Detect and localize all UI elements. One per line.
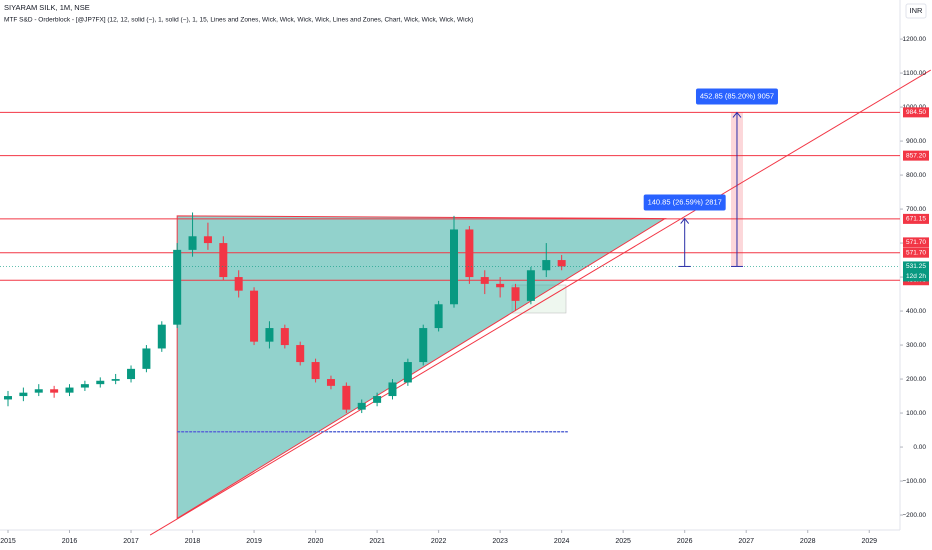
candle-body: [34, 389, 43, 393]
y-tick-label: 1100.00: [903, 70, 926, 77]
candle-body: [511, 287, 520, 301]
measure-arrowhead: [680, 217, 690, 224]
x-tick-label: 2016: [62, 538, 78, 545]
y-tick-label: 900.00: [906, 138, 926, 145]
candle-body: [542, 260, 551, 271]
x-tick-label: 2022: [431, 538, 447, 545]
candle-body: [203, 236, 212, 244]
x-tick-label: 2018: [185, 538, 201, 545]
candle-body: [311, 362, 320, 380]
trendline: [149, 69, 932, 536]
x-tick-label: 2023: [492, 538, 508, 545]
y-tick-label: 200.00: [906, 376, 926, 383]
candle-body: [496, 283, 505, 288]
level-label: 857.20: [906, 152, 926, 159]
y-tick-label: 0.00: [913, 444, 926, 451]
x-tick-label: 2025: [615, 538, 631, 545]
x-tick-label: 2026: [677, 538, 693, 545]
candle-body: [127, 368, 136, 380]
candle-body: [19, 392, 28, 397]
y-tick-label: 1200.00: [903, 36, 927, 43]
candle-body: [434, 304, 443, 329]
x-tick-label: 2019: [246, 538, 262, 545]
candle-body: [388, 382, 397, 397]
y-tick-label: 400.00: [906, 308, 926, 315]
level-label: 984.50: [906, 109, 926, 116]
x-tick-label: 2017: [123, 538, 139, 545]
level-label-box: [903, 237, 929, 248]
measure-arrowhead: [732, 111, 742, 118]
candle-body: [403, 362, 412, 383]
y-tick-label: −200.00: [902, 512, 926, 519]
y-tick-label: 100.00: [906, 410, 926, 417]
currency-box[interactable]: [905, 3, 927, 19]
currency[interactable]: INR: [910, 6, 924, 15]
candle-body: [357, 402, 366, 410]
x-tick-label: 2015: [0, 538, 16, 545]
candle-body: [373, 396, 382, 403]
level-label: 571.70: [906, 249, 926, 256]
candle-body: [142, 348, 151, 369]
candle-body: [419, 328, 428, 363]
level-label-box: [903, 107, 929, 118]
level-label-box: [903, 213, 929, 224]
x-tick-label: 2021: [369, 538, 385, 545]
measure-label: 140.85 (26.59%) 2817: [648, 198, 722, 207]
candle-body: [96, 380, 105, 385]
countdown: 12d 2h: [906, 273, 926, 280]
candle-body: [80, 384, 89, 388]
x-tick-label: 2027: [738, 538, 754, 545]
candle-body: [111, 379, 120, 381]
candle-body: [219, 243, 228, 278]
candle-body: [50, 389, 59, 393]
x-tick-label: 2020: [308, 538, 324, 545]
candle-body: [465, 229, 474, 278]
candle-body: [326, 379, 335, 386]
last-price-label: 531.25: [906, 263, 926, 270]
candle-body: [480, 277, 489, 284]
candle-body: [526, 270, 535, 301]
y-tick-label: 1000.00: [903, 104, 927, 111]
candle-body: [65, 387, 74, 393]
triangle-pattern: [176, 215, 667, 520]
measure-box: [695, 88, 778, 105]
level-label: 671.15: [906, 216, 926, 223]
indicator-label: MTF S&D - Orderblock - [@JP7FX] (12, 12,…: [4, 17, 473, 24]
candle-body: [173, 249, 182, 325]
candle-body: [157, 324, 166, 349]
x-tick-label: 2029: [861, 538, 877, 545]
candle-body: [557, 260, 566, 267]
candle-body: [250, 290, 259, 342]
measure-label: 452.85 (85.20%) 9057: [700, 91, 774, 100]
last-price-box: [903, 261, 929, 282]
x-tick-label: 2024: [554, 538, 570, 545]
level-label-box: [903, 150, 929, 161]
y-tick-label: 300.00: [906, 342, 926, 349]
chart-title: SIYARAM SILK, 1M, NSE: [4, 3, 90, 12]
candle-body: [234, 277, 243, 291]
x-tick-label: 2028: [800, 538, 816, 545]
candle-body: [296, 345, 305, 363]
candle-body: [342, 385, 351, 410]
level-label: 571.70: [906, 239, 926, 246]
candle-body: [265, 328, 274, 342]
level-label-box: [903, 247, 929, 258]
y-tick-label: 800.00: [906, 172, 926, 179]
y-tick-label: 700.00: [906, 206, 926, 213]
candle-body: [449, 229, 458, 305]
measure-box: [643, 194, 726, 211]
candle-body: [188, 236, 197, 250]
candle-body: [280, 328, 289, 346]
y-tick-label: −100.00: [902, 478, 926, 485]
candle-body: [3, 396, 12, 400]
